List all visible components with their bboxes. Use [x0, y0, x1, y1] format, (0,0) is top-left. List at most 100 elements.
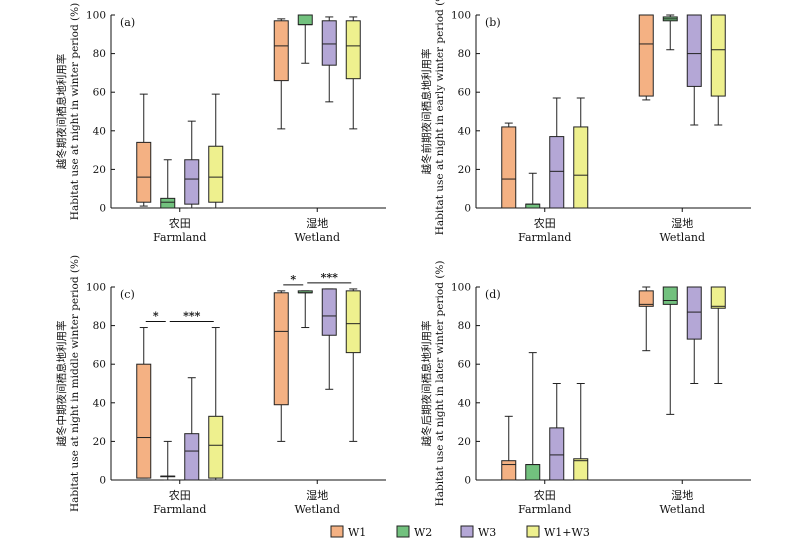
y-axis-label-zh: 越冬中期夜间栖息地利用率: [55, 321, 68, 447]
box-iqr: [321, 20, 337, 66]
box-w2: [525, 352, 541, 481]
y-axis-label-en: Habitat use at night in winter period (%…: [69, 3, 81, 220]
x-category-label-zh: 农田: [169, 216, 191, 230]
x-category-label-zh: 湿地: [306, 217, 328, 230]
box-w3: [686, 286, 702, 384]
y-tick-label: 20: [458, 436, 471, 448]
x-category-label-en: Wetland: [294, 231, 340, 244]
y-tick-label: 60: [93, 359, 106, 371]
significance-label: ***: [321, 271, 339, 284]
box-iqr: [208, 415, 224, 479]
box-iqr: [549, 427, 565, 481]
x-category-label-zh: 湿地: [306, 489, 328, 502]
y-tick-label: 40: [93, 125, 106, 137]
y-tick-label: 80: [458, 48, 471, 60]
x-category-label-zh: 湿地: [671, 489, 693, 502]
box-iqr: [525, 464, 541, 481]
box-w2: [160, 440, 176, 481]
box-iqr: [662, 286, 678, 305]
panel-label: (b): [485, 16, 501, 29]
panel-c: 0 20 40 60 80 100 (c) 越冬中期夜间栖息地利用率 Habitat use a…: [55, 255, 386, 516]
legend-label: W2: [414, 526, 432, 539]
y-tick-label: 0: [464, 475, 471, 487]
box-w3: [321, 288, 337, 390]
y-tick-label: 100: [451, 282, 471, 294]
box-w3: [321, 16, 337, 103]
y-tick-label: 20: [458, 164, 471, 176]
y-tick-label: 0: [464, 203, 471, 215]
panel-label: (c): [120, 288, 135, 301]
legend-swatch: [396, 525, 410, 538]
x-category-label-en: Farmland: [518, 231, 571, 244]
box-iqr: [208, 145, 224, 203]
box-iqr: [573, 126, 589, 209]
x-category-label-en: Farmland: [153, 503, 206, 516]
box-iqr: [136, 141, 152, 203]
box-w1: [136, 327, 152, 479]
box-w2: [297, 290, 313, 329]
y-axis-label-en: Habitat use at night in middle winter pe…: [69, 255, 81, 512]
box-w1-plus-w3: [208, 327, 224, 481]
significance-label: ***: [183, 310, 201, 323]
box-w1: [136, 93, 152, 207]
y-axis-label-zh: 越冬前期夜间栖息地利用率: [420, 49, 433, 175]
box-w1-plus-w3: [345, 288, 361, 442]
box-w2: [525, 172, 541, 209]
box-w3: [686, 14, 702, 126]
box-w1-plus-w3: [710, 286, 726, 384]
box-w1: [501, 415, 517, 481]
box-iqr: [297, 14, 313, 26]
legend: W1 W2 W3 W1+W3: [330, 525, 590, 539]
panel-label: (a): [120, 16, 135, 29]
box-iqr: [160, 197, 176, 209]
legend-swatch: [526, 525, 540, 538]
y-tick-label: 60: [93, 87, 106, 99]
box-iqr: [273, 20, 289, 82]
y-tick-label: 100: [86, 282, 106, 294]
x-category-label-en: Wetland: [294, 503, 340, 516]
significance-label: *: [153, 310, 159, 323]
box-iqr: [710, 286, 726, 309]
box-w1-plus-w3: [573, 97, 589, 209]
box-iqr: [549, 136, 565, 209]
panel-b: 0 20 40 60 80 100 (b) 越冬前期夜间栖息地利用率 Habitat use a…: [420, 0, 751, 244]
box-iqr: [638, 290, 654, 307]
legend-swatch: [330, 525, 344, 538]
box-iqr: [345, 20, 361, 80]
panel-a: 0 20 40 60 80 100 (a) 越冬期夜间栖息地利用率 Habitat use at…: [55, 3, 386, 244]
box-iqr: [638, 14, 654, 97]
x-category-label-zh: 农田: [534, 216, 556, 230]
y-tick-label: 80: [458, 320, 471, 332]
y-tick-label: 80: [93, 320, 106, 332]
y-tick-label: 80: [93, 48, 106, 60]
x-category-label-en: Wetland: [659, 231, 705, 244]
y-tick-label: 100: [86, 10, 106, 22]
y-tick-label: 40: [458, 397, 471, 409]
x-category-label-en: Farmland: [153, 231, 206, 244]
x-category-label-en: Wetland: [659, 503, 705, 516]
box-w1: [638, 14, 654, 101]
x-category-label-zh: 农田: [169, 488, 191, 502]
legend-label: W1: [348, 526, 366, 539]
y-tick-label: 0: [99, 475, 106, 487]
y-tick-label: 100: [451, 10, 471, 22]
box-iqr: [525, 203, 541, 209]
y-tick-label: 40: [93, 397, 106, 409]
box-w2: [662, 14, 678, 51]
box-w1-plus-w3: [345, 16, 361, 130]
box-w3: [184, 377, 200, 481]
box-w1: [273, 290, 289, 442]
significance-label: *: [290, 273, 296, 286]
y-tick-label: 60: [458, 359, 471, 371]
y-tick-label: 20: [93, 436, 106, 448]
y-tick-label: 20: [93, 164, 106, 176]
panel-d: 0 20 40 60 80 100 (d) 越冬后期夜间栖息地利用率 Habitat use a…: [420, 261, 751, 516]
box-iqr: [184, 433, 200, 481]
box-w3: [549, 383, 565, 481]
y-axis-label-zh: 越冬期夜间栖息地利用率: [55, 54, 68, 170]
box-iqr: [345, 290, 361, 354]
y-tick-label: 0: [99, 203, 106, 215]
box-iqr: [501, 126, 517, 209]
legend-label: W1+W3: [544, 526, 590, 539]
